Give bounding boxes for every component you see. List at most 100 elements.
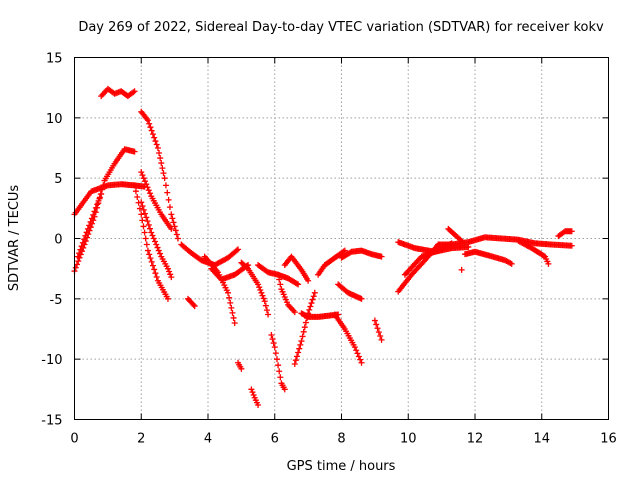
data-point <box>87 218 94 225</box>
data-point <box>95 197 102 204</box>
data-point <box>147 124 154 131</box>
data-point <box>145 187 152 194</box>
data-point <box>144 184 151 191</box>
data-point <box>351 344 358 351</box>
data-point <box>160 170 167 177</box>
series-arc-26 <box>371 317 385 343</box>
data-point <box>149 131 156 138</box>
y-axis-label: SDTVAR / TECUs <box>7 185 22 292</box>
data-point <box>305 277 312 284</box>
data-point <box>92 204 99 211</box>
data-point <box>272 350 279 357</box>
data-point <box>299 333 306 340</box>
series-arc-22 <box>315 247 348 278</box>
data-point <box>191 303 198 310</box>
data-point <box>141 229 148 236</box>
data-point <box>373 321 380 328</box>
axis-ticks: 0 2 4 6 8 10 12 14 16 -15 -10 -5 0 5 10 15 <box>41 52 617 447</box>
series-arc-32 <box>458 266 465 273</box>
data-point <box>295 349 302 356</box>
data-point <box>74 253 81 260</box>
data-point <box>265 311 272 318</box>
data-point <box>508 260 515 267</box>
data-point <box>295 281 302 288</box>
data-point <box>292 357 299 364</box>
data-point <box>131 148 138 155</box>
y-tick-label: -10 <box>41 353 62 368</box>
data-point <box>156 150 163 157</box>
data-point <box>568 228 575 235</box>
data-point <box>260 295 267 302</box>
data-point <box>268 332 275 339</box>
data-point <box>270 340 277 347</box>
data-point <box>354 350 361 357</box>
data-point <box>148 258 155 265</box>
data-point <box>225 289 232 296</box>
y-tick-label: 0 <box>54 233 62 248</box>
data-point <box>358 359 365 366</box>
series-arc-33 <box>461 248 515 267</box>
data-point <box>310 293 317 300</box>
chart-title: Day 269 of 2022, Sidereal Day-to-day VTE… <box>78 20 604 35</box>
data-point <box>167 271 174 278</box>
data-point <box>144 218 151 225</box>
data-point <box>151 266 158 273</box>
x-tick-label: 16 <box>600 432 617 447</box>
data-point <box>248 386 255 393</box>
y-tick-label: 15 <box>46 52 63 67</box>
data-point <box>271 344 278 351</box>
data-point <box>306 306 313 313</box>
data-point <box>165 196 172 203</box>
series-arc-13 <box>235 359 245 372</box>
data-point <box>144 247 151 254</box>
series-arc-23 <box>331 311 365 366</box>
data-point <box>298 338 305 345</box>
series-arc-20 <box>291 289 318 367</box>
data-point <box>281 386 288 393</box>
series-arc-01 <box>71 181 148 218</box>
y-tick-label: -5 <box>50 293 63 308</box>
data-point <box>301 324 308 331</box>
data-point <box>164 189 171 196</box>
data-point <box>142 210 149 217</box>
series-arc-14 <box>248 386 262 409</box>
series-arc-15 <box>238 259 272 318</box>
data-point <box>228 304 235 311</box>
data-point <box>158 160 165 167</box>
data-point <box>139 217 146 224</box>
data-point <box>91 208 98 215</box>
data-point <box>226 294 233 301</box>
x-tick-label: 14 <box>533 432 550 447</box>
data-point <box>172 227 179 234</box>
data-point <box>276 368 283 375</box>
data-point <box>142 235 149 242</box>
data-point <box>507 260 514 267</box>
data-point <box>294 353 300 360</box>
data-point <box>148 229 155 236</box>
data-point <box>79 239 86 246</box>
data-point <box>300 328 307 335</box>
series-arc-09 <box>184 295 198 310</box>
data-point <box>291 360 298 367</box>
data-point <box>146 120 153 127</box>
data-point <box>457 236 464 243</box>
data-point <box>307 303 314 310</box>
series-arc-19 <box>281 253 312 284</box>
data-point <box>143 214 150 221</box>
data-point <box>229 309 236 316</box>
data-point <box>164 265 171 272</box>
data-point <box>145 221 152 228</box>
data-point <box>78 243 85 250</box>
x-axis-label: GPS time / hours <box>287 459 396 474</box>
data-point <box>311 289 318 296</box>
data-point <box>309 296 316 303</box>
data-point <box>149 232 156 239</box>
data-point <box>378 336 385 343</box>
data-point <box>152 238 159 245</box>
x-tick-label: 12 <box>467 432 484 447</box>
data-point <box>263 307 270 314</box>
data-point <box>238 365 245 372</box>
data-point <box>273 356 280 363</box>
data-point <box>154 244 161 251</box>
